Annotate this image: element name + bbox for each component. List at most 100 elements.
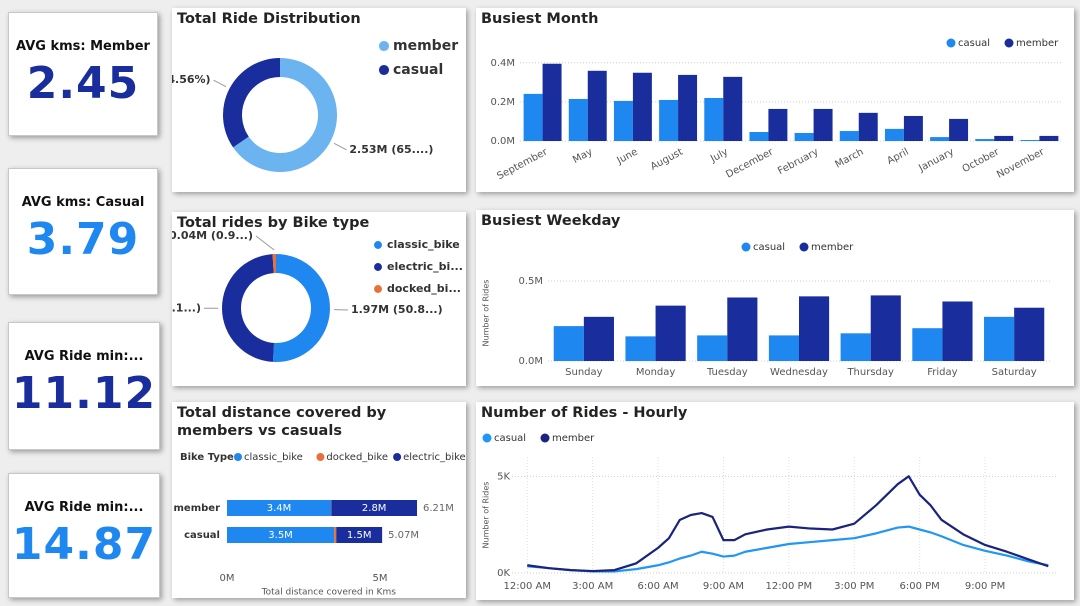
y-tick-label: 0.2M <box>490 97 515 108</box>
bar <box>727 297 758 361</box>
legend-marker <box>234 453 242 461</box>
data-label: 1.97M (50.8...) <box>351 303 443 316</box>
x-tick-label: June <box>614 147 639 167</box>
leader-line <box>213 79 227 88</box>
x-tick-label: 0M <box>220 573 235 584</box>
data-label: 1.34M (34.56%) <box>172 73 211 86</box>
chart-title: Total Ride Distribution <box>177 11 361 27</box>
bar <box>625 336 656 361</box>
legend-label: casual <box>753 242 785 253</box>
donut-segment <box>223 58 280 148</box>
legend-marker <box>374 241 382 249</box>
bar <box>870 295 901 361</box>
x-tick-label: 6:00 PM <box>900 581 940 592</box>
panel: 0.0M0.2M0.4MNumber of RidesSeptemberMayJ… <box>476 8 1074 192</box>
bar <box>903 115 923 141</box>
bar <box>768 108 788 141</box>
bar <box>813 108 833 141</box>
legend-label: electric_bi... <box>387 260 463 273</box>
kpi-card: AVG kms: Casual 3.79 <box>8 168 158 295</box>
kpi-value: 14.87 <box>11 519 157 570</box>
chart: 1.97M (50.8...) classic_bike 1.86M (48.1..… <box>172 229 463 362</box>
y-tick-label: 5K <box>497 471 510 482</box>
kpi-card: AVG Ride min:... 11.12 <box>8 322 160 450</box>
donut-segment <box>272 254 276 274</box>
legend-marker <box>316 453 325 461</box>
legend-label: casual <box>494 433 526 444</box>
bar <box>994 135 1014 141</box>
bar <box>553 326 584 361</box>
y-tick-label: 0K <box>497 568 510 579</box>
legend-label: electric_bike <box>403 452 466 463</box>
x-tick-label: 12:00 PM <box>766 581 813 592</box>
chart: 0.0M0.2M0.4MNumber of RidesSeptemberMayJ… <box>490 38 1062 182</box>
legend-label: classic_bike <box>387 238 460 251</box>
bar <box>1039 135 1059 141</box>
bar <box>768 335 799 361</box>
bar <box>884 128 904 141</box>
bar <box>568 98 588 141</box>
bar <box>949 118 969 141</box>
bar <box>1014 307 1045 361</box>
bar <box>704 97 724 141</box>
y-tick-label: casual <box>184 530 220 541</box>
bar <box>749 132 769 141</box>
x-tick-label: 3:00 PM <box>834 581 874 592</box>
bar <box>799 296 830 361</box>
kpi-label: AVG kms: Casual <box>21 195 145 210</box>
total-label: 6.21M <box>423 503 454 514</box>
x-tick-label: January <box>916 147 956 175</box>
legend-marker <box>799 242 809 252</box>
x-tick-label: Tuesday <box>706 367 748 378</box>
bar <box>930 137 950 141</box>
kpi-value: 3.79 <box>26 214 140 265</box>
legend-marker <box>374 285 382 293</box>
chart: 2.53M (65....) member 1.34M (34.56%) casual <box>172 38 458 172</box>
y-tick-label: 0.0M <box>490 136 515 147</box>
donut-segment <box>272 254 330 362</box>
bar <box>678 74 698 141</box>
legend-marker <box>1004 38 1014 48</box>
x-tick-label: 6:00 AM <box>638 581 679 592</box>
legend-label: member <box>393 38 458 54</box>
x-axis-label: Total distance covered in Kms <box>261 588 397 598</box>
legend-label: member <box>552 433 595 444</box>
y-tick-label: 0.5M <box>518 276 543 287</box>
legend-label: docked_bi... <box>387 282 461 295</box>
bar <box>858 112 878 141</box>
kpi-label: AVG Ride min:... <box>24 500 144 515</box>
x-tick-label: Saturday <box>992 367 1037 378</box>
leader-line <box>333 142 347 151</box>
chart-title: Number of Rides - Hourly <box>481 405 688 421</box>
legend-marker <box>374 263 382 271</box>
donut-segment <box>233 58 337 172</box>
data-label: 3.5M <box>268 530 293 541</box>
y-tick-label: 0.4M <box>490 58 515 69</box>
x-tick-label: December <box>724 146 776 180</box>
panel: 1.97M (50.8...) classic_bike 1.86M (48.1..… <box>172 212 466 386</box>
legend-label: docked_bike <box>326 452 388 463</box>
bar-segment <box>334 527 337 543</box>
x-tick-label: 9:00 PM <box>965 581 1005 592</box>
bar <box>542 63 562 141</box>
bar-segment <box>331 500 418 516</box>
legend-label: casual <box>958 38 990 49</box>
bar <box>655 305 686 361</box>
legend-marker <box>378 40 390 52</box>
bar <box>613 100 633 141</box>
bar <box>912 328 943 361</box>
bar <box>697 335 728 361</box>
x-tick-label: May <box>571 147 594 166</box>
donut-segment <box>221 254 275 362</box>
chart-title: Busiest Weekday <box>481 213 621 229</box>
legend-marker <box>482 433 492 443</box>
bar-segment <box>336 527 383 543</box>
legend-title: Bike Type: <box>180 452 238 463</box>
x-tick-label: 3:00 AM <box>572 581 613 592</box>
line <box>527 475 1049 573</box>
legend-marker <box>393 453 402 461</box>
chart: Bike Type: classic_bike docked_bike electri… <box>174 452 466 598</box>
panel: 0K 5K 12:00 AM 3:00 AM 6:00 AM 9:00 AM 12:00 P… <box>476 402 1074 600</box>
bar <box>975 139 995 141</box>
